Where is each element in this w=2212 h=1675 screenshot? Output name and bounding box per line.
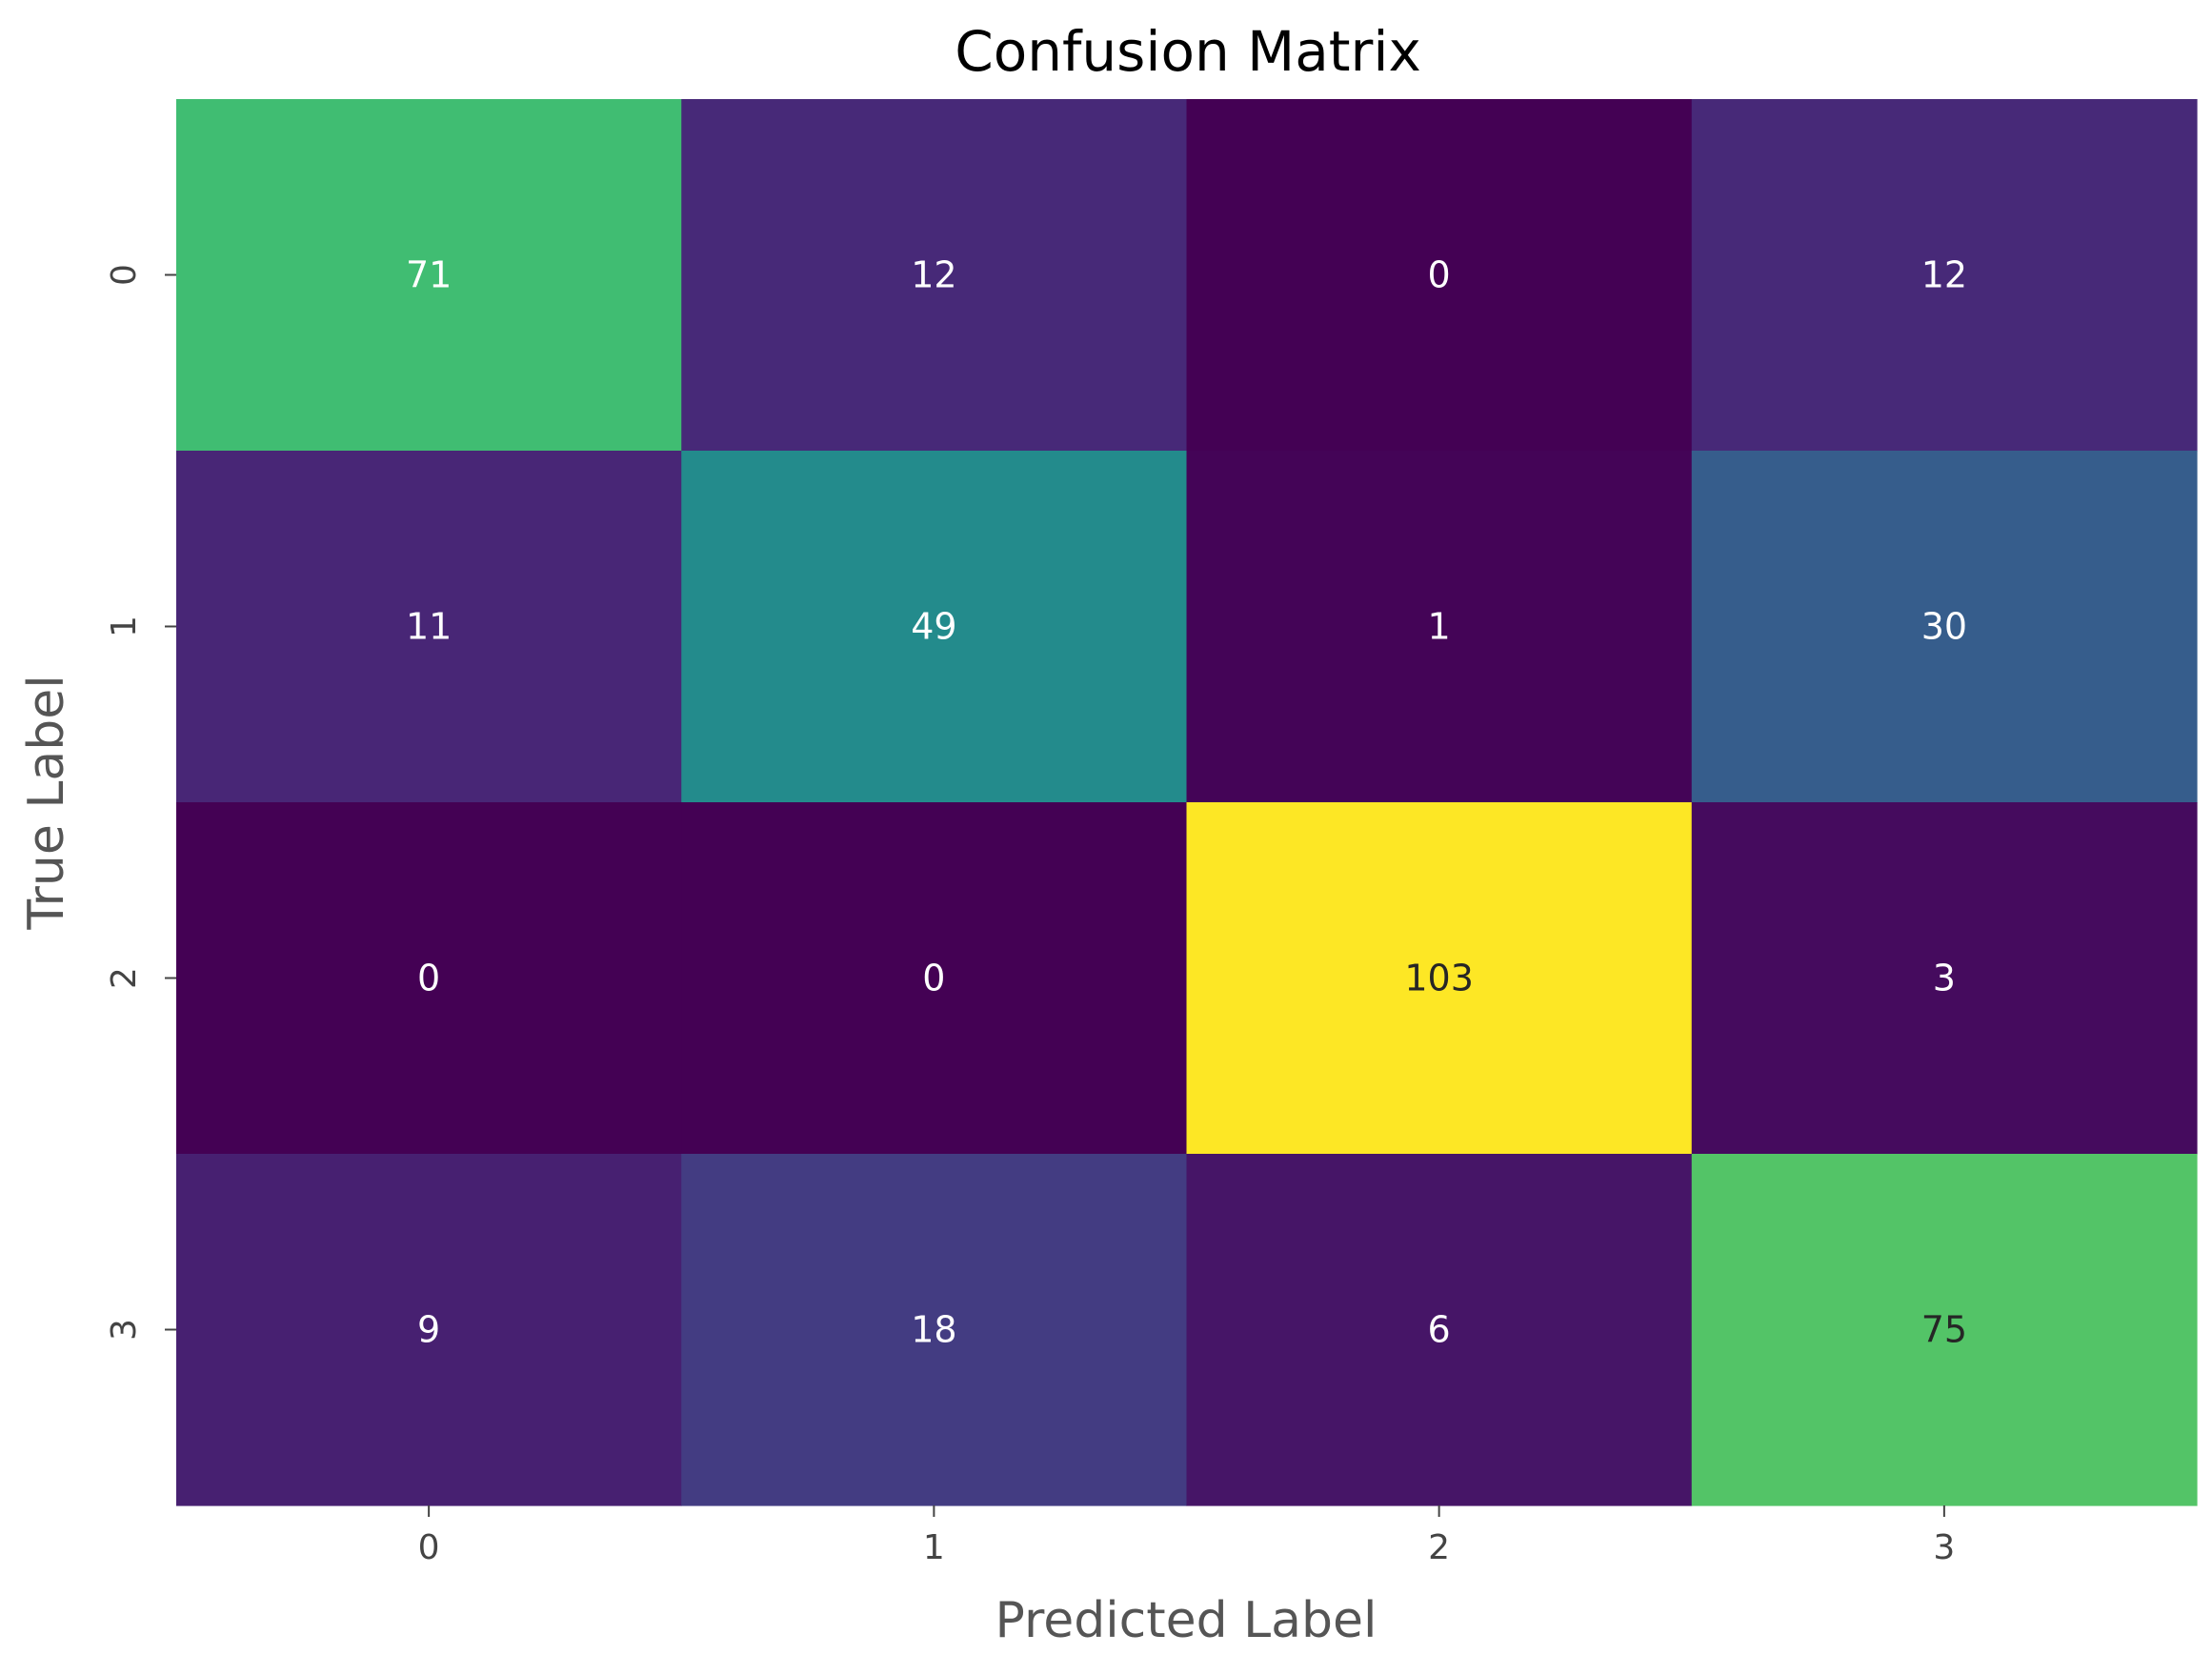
heatmap-cell (1186, 99, 1693, 452)
cell-value-label: 11 (406, 606, 452, 648)
cell-value-label: 12 (911, 254, 956, 296)
heatmap-cell (1186, 1154, 1693, 1506)
x-tick-label: 2 (1428, 1528, 1450, 1567)
x-axis-label: Predicted Label (995, 1592, 1377, 1649)
y-tick-label: 3 (105, 1319, 144, 1341)
heatmap-cell (1691, 451, 2198, 803)
cell-value-label: 6 (1428, 1309, 1451, 1351)
cell-value-label: 103 (1404, 958, 1474, 999)
heatmap-cell (1691, 99, 2198, 452)
heatmap-cell (1691, 802, 2198, 1155)
heatmap-cell (681, 1154, 1188, 1506)
cell-value-label: 12 (1921, 254, 1967, 296)
heatmap-cell (176, 451, 682, 803)
cell-value-label: 0 (1428, 254, 1451, 296)
cell-value-label: 71 (406, 254, 452, 296)
y-tick-label: 2 (105, 967, 144, 989)
y-axis-label: True Label (18, 675, 75, 930)
heatmap-cell (1691, 1154, 2198, 1506)
heatmap-cell (681, 99, 1188, 452)
y-tick-label: 1 (105, 616, 144, 637)
cell-value-label: 18 (911, 1309, 956, 1351)
cell-value-label: 75 (1921, 1309, 1967, 1351)
heatmap-cell (176, 99, 682, 452)
cell-value-label: 0 (417, 958, 440, 999)
cell-value-label: 1 (1428, 606, 1451, 648)
heatmap-cell (176, 802, 682, 1155)
x-tick-label: 0 (418, 1528, 440, 1567)
cell-value-label: 3 (1933, 958, 1956, 999)
y-tick-label: 0 (105, 264, 144, 286)
chart-title: Confusion Matrix (955, 19, 1421, 84)
heatmap-cell (681, 451, 1188, 803)
cell-value-label: 30 (1921, 606, 1967, 648)
heatmap-cell (176, 1154, 682, 1506)
x-tick-label: 3 (1933, 1528, 1955, 1567)
heatmap-cell (681, 802, 1188, 1155)
cell-value-label: 9 (417, 1309, 440, 1351)
cell-value-label: 0 (922, 958, 945, 999)
cell-value-label: 49 (911, 606, 956, 648)
heatmap-cell (1186, 802, 1693, 1155)
x-tick-label: 1 (923, 1528, 945, 1567)
heatmap-cell (1186, 451, 1693, 803)
